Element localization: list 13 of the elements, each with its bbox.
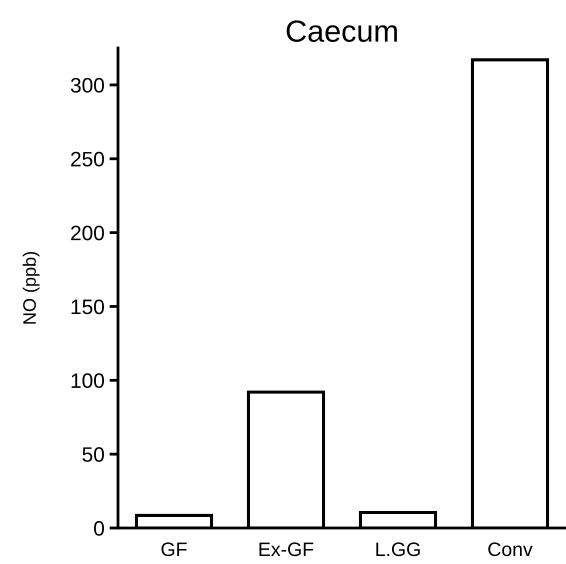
y-axis-title: NO (ppb) bbox=[22, 252, 40, 324]
y-tick-label: 50 bbox=[82, 447, 104, 462]
y-tick-label: 250 bbox=[71, 152, 104, 167]
x-tick-label: GF bbox=[161, 542, 187, 556]
y-tick-label: 0 bbox=[94, 521, 104, 536]
chart-title: Caecum bbox=[286, 20, 397, 42]
y-tick-label: 100 bbox=[72, 373, 104, 388]
x-tick-label: L.GG bbox=[376, 542, 420, 556]
y-tick-label: 200 bbox=[71, 226, 104, 240]
y-tick-label: 150 bbox=[72, 299, 104, 314]
y-tick-label: 300 bbox=[70, 78, 104, 93]
x-tick-label: Ex-GF bbox=[260, 542, 314, 556]
x-tick-label: Conv bbox=[488, 542, 533, 556]
